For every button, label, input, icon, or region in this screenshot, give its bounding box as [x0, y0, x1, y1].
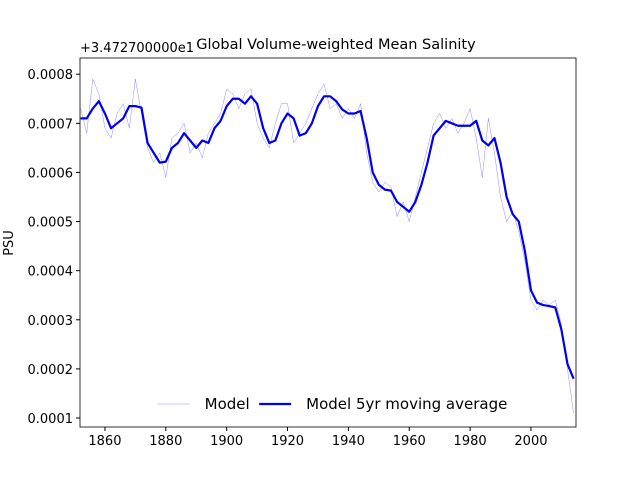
plot-frame	[79, 57, 577, 428]
offset-text: +3.472700000e1	[80, 41, 194, 56]
series-line	[80, 78, 574, 414]
x-tick-label: 1960	[393, 434, 426, 449]
chart-title: Global Volume-weighted Mean Salinity	[196, 37, 476, 53]
y-tick-label: 0.0003	[28, 314, 74, 329]
series-line	[80, 95, 575, 380]
y-tick-label: 0.0006	[28, 166, 74, 181]
y-tick-label: 0.0007	[28, 117, 74, 132]
x-tick-label: 1900	[210, 434, 243, 449]
y-tick-label: 0.0002	[28, 363, 74, 378]
y-tick-label: 0.0004	[28, 265, 74, 280]
x-tick-label: 1880	[149, 434, 182, 449]
x-tick-label: 1860	[88, 434, 121, 449]
legend-label: Model 5yr moving average	[306, 395, 507, 413]
y-axis-label: PSU	[2, 230, 17, 256]
x-tick-label: 1940	[332, 434, 365, 449]
legend-label: Model	[205, 395, 250, 413]
x-tick-label: 2000	[514, 434, 547, 449]
y-tick-label: 0.0005	[28, 216, 74, 231]
y-tick-label: 0.0008	[28, 68, 74, 83]
x-tick-label: 1980	[454, 434, 487, 449]
x-tick-label: 1920	[271, 434, 304, 449]
y-tick-label: 0.0001	[28, 412, 74, 427]
